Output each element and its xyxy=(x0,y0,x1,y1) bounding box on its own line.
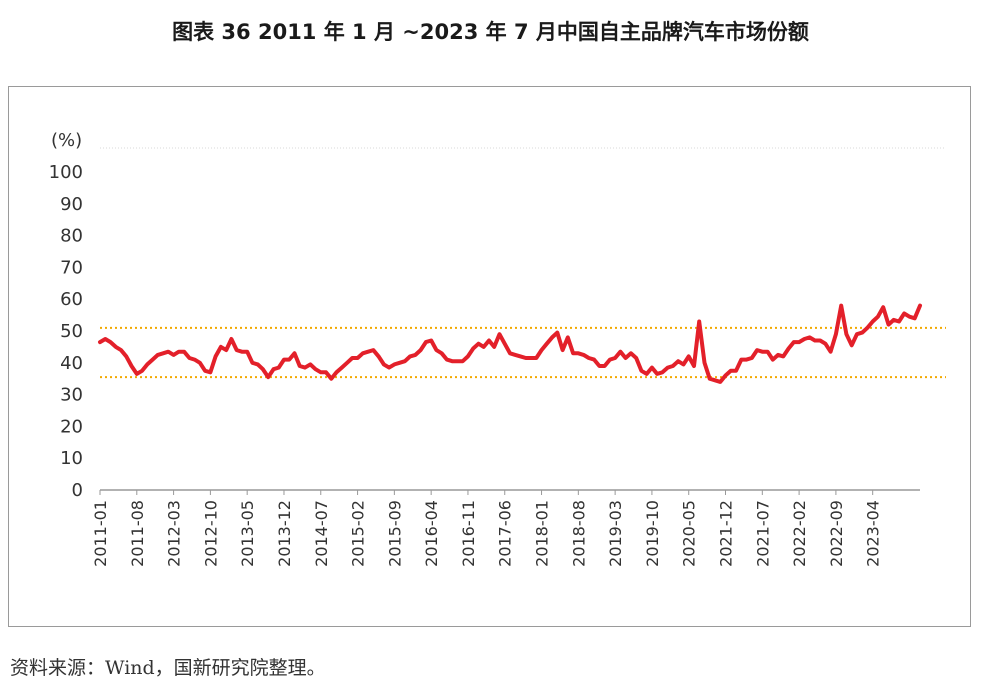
x-tick-label: 2019-03 xyxy=(606,500,625,567)
y-tick-label: 90 xyxy=(60,194,83,215)
x-tick-label: 2011-01 xyxy=(91,500,110,567)
y-tick-label: 20 xyxy=(60,416,83,437)
series-line xyxy=(98,303,922,384)
y-tick-label: 30 xyxy=(60,385,83,406)
y-tick-label: 0 xyxy=(72,480,83,501)
x-tick-label: 2017-06 xyxy=(496,500,515,567)
x-tick-label: 2015-09 xyxy=(385,500,404,567)
x-tick-label: 2014-07 xyxy=(312,500,331,567)
x-tick-label: 2016-11 xyxy=(459,500,478,567)
x-tick-label: 2013-12 xyxy=(275,500,294,567)
chart-frame: (%) 0 10 20 30 40 50 60 70 80 90 100 2011-01 2011-08… xyxy=(8,86,971,627)
x-tick-label: 2013-05 xyxy=(238,500,257,567)
y-axis-unit-label: (%) xyxy=(51,130,82,151)
x-tick-label: 2012-03 xyxy=(165,500,184,567)
y-tick-label: 100 xyxy=(49,162,83,183)
x-tick-label: 2012-10 xyxy=(201,500,220,567)
y-tick-label: 70 xyxy=(60,257,83,278)
x-tick-label: 2018-01 xyxy=(533,500,552,567)
x-tick-label: 2022-02 xyxy=(790,500,809,567)
x-tick-label: 2015-02 xyxy=(349,500,368,567)
chart-title: 图表 36 2011 年 1 月 ~2023 年 7 月中国自主品牌汽车市场份额 xyxy=(172,20,809,44)
y-tick-label: 80 xyxy=(60,226,83,247)
chart: (%) 0 10 20 30 40 50 60 70 80 90 100 2011-01 2011-08… xyxy=(49,130,946,567)
x-tick-label: 2016-04 xyxy=(422,500,441,567)
source-note: 资料来源：Wind，国新研究院整理。 xyxy=(10,657,326,679)
y-tick-label: 10 xyxy=(60,448,83,469)
x-tick-label: 2020-05 xyxy=(680,500,699,567)
x-tick-label: 2021-07 xyxy=(753,500,772,567)
y-tick-label: 50 xyxy=(60,321,83,342)
y-tick-label: 60 xyxy=(60,289,83,310)
x-tick-label: 2022-09 xyxy=(827,500,846,567)
y-tick-label: 40 xyxy=(60,353,83,374)
x-tick-label: 2011-08 xyxy=(128,500,147,567)
x-tick-label: 2019-10 xyxy=(643,500,662,567)
x-tick-label: 2023-04 xyxy=(864,500,883,567)
x-tick-label: 2018-08 xyxy=(569,500,588,567)
x-tick-label: 2021-12 xyxy=(717,500,736,567)
